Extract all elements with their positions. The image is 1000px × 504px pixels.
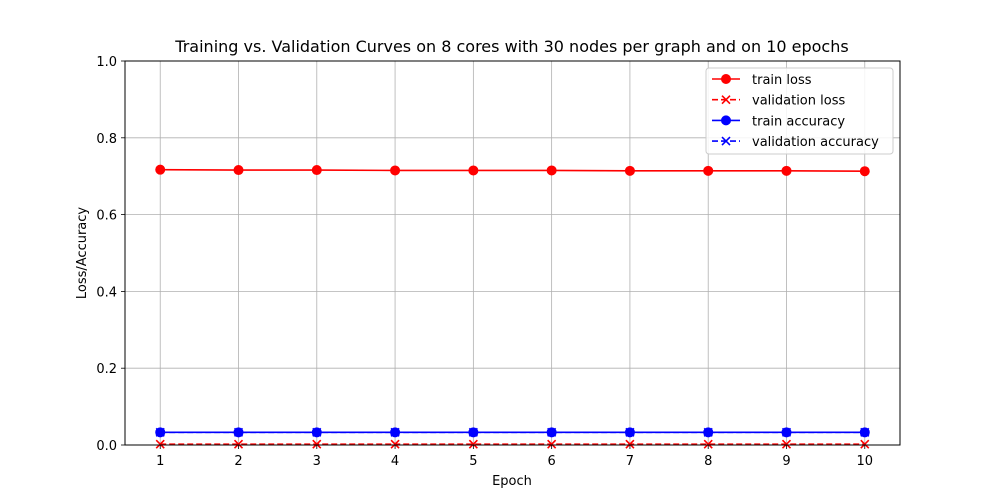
x-marker-stroke [312, 439, 322, 449]
x-marker-stroke [781, 427, 792, 437]
y-tick-label: 0.8 [96, 132, 117, 147]
series-group [155, 164, 870, 449]
data-point [703, 439, 713, 449]
x-marker-stroke [390, 439, 400, 449]
data-point [311, 165, 322, 176]
legend-marker [721, 74, 731, 84]
legend-label: train accuracy [752, 114, 845, 129]
x-tick-label: 8 [704, 454, 712, 469]
data-point [546, 165, 557, 176]
data-point [233, 427, 244, 437]
x-marker-stroke [468, 439, 478, 449]
data-point [859, 166, 870, 177]
x-marker-stroke [781, 439, 792, 449]
legend-label: train loss [752, 73, 812, 88]
x-tick-label: 1 [156, 454, 164, 469]
data-point [468, 439, 478, 449]
legend-item-train-accuracy: train accuracy [712, 114, 845, 129]
y-tick-label: 1.0 [96, 55, 117, 70]
data-point [468, 165, 479, 176]
x-marker-stroke [312, 427, 322, 437]
data-point [624, 165, 635, 176]
data-point [312, 427, 322, 437]
data-point [155, 164, 166, 175]
data-point [390, 439, 400, 449]
x-tick-label: 4 [391, 454, 399, 469]
x-marker-stroke [703, 439, 713, 449]
data-point [860, 427, 870, 437]
chart-title: Training vs. Validation Curves on 8 core… [174, 37, 848, 56]
series-line [160, 168, 865, 173]
x-tick-label: 9 [782, 454, 790, 469]
x-tick-label: 6 [548, 454, 556, 469]
data-point [233, 439, 244, 449]
x-marker-stroke [233, 439, 244, 449]
x-marker-stroke [721, 95, 731, 105]
legend-item-validation-accuracy: validation accuracy [712, 135, 879, 150]
data-point [781, 165, 792, 176]
data-point [468, 427, 478, 437]
legend-label: validation loss [752, 94, 845, 109]
x-marker-stroke [703, 427, 713, 437]
legend-item-train-loss: train loss [712, 73, 812, 88]
x-marker-stroke [547, 439, 557, 449]
legend-marker [721, 95, 731, 105]
x-tick-label: 2 [234, 454, 242, 469]
x-marker-stroke [547, 427, 557, 437]
data-point [625, 439, 635, 449]
data-point [781, 427, 792, 437]
x-marker-stroke [860, 439, 870, 449]
x-marker-stroke [721, 136, 731, 146]
legend-item-validation-loss: validation loss [712, 94, 845, 109]
data-point [390, 427, 400, 437]
legend: train loss validation loss train accuracy v… [705, 67, 894, 155]
x-tick-label: 7 [626, 454, 634, 469]
data-point [547, 427, 557, 437]
x-marker-stroke [233, 427, 244, 437]
data-point [703, 427, 713, 437]
data-point [233, 165, 244, 176]
x-tick-label: 5 [469, 454, 477, 469]
y-axis-label: Loss/Accuracy [75, 207, 90, 300]
data-point [155, 439, 165, 449]
series-validation-accuracy [155, 427, 870, 437]
data-point [781, 439, 792, 449]
legend-marker [721, 115, 731, 126]
data-point [312, 439, 322, 449]
legend-marker [721, 136, 731, 146]
x-marker-stroke [860, 427, 870, 437]
y-tick-label: 0.0 [96, 439, 117, 454]
data-point [703, 165, 714, 176]
plot-area-frame [124, 60, 901, 446]
y-tick-label: 0.6 [96, 209, 117, 224]
x-marker-stroke [625, 439, 635, 449]
data-point [547, 439, 557, 449]
x-marker-stroke [468, 427, 478, 437]
x-tick-label: 3 [313, 454, 321, 469]
y-tick-label: 0.2 [96, 362, 117, 377]
x-marker-stroke [155, 427, 165, 437]
x-tick-label: 10 [856, 454, 873, 469]
legend-box [705, 67, 894, 155]
x-axis-label: Epoch [492, 474, 532, 489]
data-point [155, 427, 165, 437]
data-point [625, 427, 635, 437]
x-marker-stroke [625, 427, 635, 437]
x-marker-stroke [155, 439, 165, 449]
axes: 1 2 3 4 5 6 7 8 9 10 0.0 0.2 0.4 0.6 0.8 1.0 [96, 55, 873, 469]
y-tick-label: 0.4 [96, 285, 117, 300]
data-point [860, 439, 870, 449]
x-marker-stroke [390, 427, 400, 437]
legend-label: validation accuracy [752, 135, 879, 150]
series-train-loss [155, 164, 870, 177]
data-point [390, 165, 401, 176]
series-validation-loss [155, 439, 870, 449]
